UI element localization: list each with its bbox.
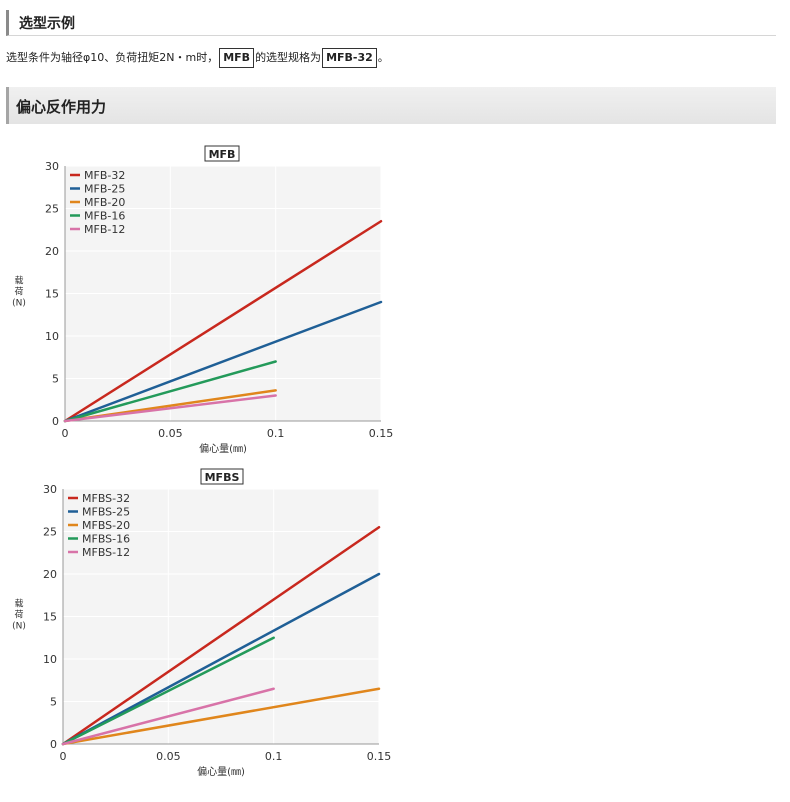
y-tick-label: 30 xyxy=(45,160,59,173)
legend-label: MFBS-16 xyxy=(82,533,130,546)
y-tick-label: 5 xyxy=(50,696,57,709)
x-axis-label: 偏心量(㎜) xyxy=(199,442,247,455)
series-line-mfb-25 xyxy=(63,300,383,423)
legend-label: MFBS-32 xyxy=(82,492,130,505)
example-description: 选型条件为轴径φ10、负荷扭矩2N・m时， MFB 的选型规格为 MFB-32。 xyxy=(6,48,389,68)
chart-title: MFBS xyxy=(205,471,240,484)
y-axis-label: (N) xyxy=(12,299,26,309)
y-axis-label: 载 xyxy=(14,598,23,610)
x-axis-label: 偏心量(㎜) xyxy=(197,765,245,778)
legend-label: MFB-25 xyxy=(84,183,125,196)
legend-label: MFB-12 xyxy=(84,223,125,236)
chart-section-title: 偏心反作用力 xyxy=(16,98,107,116)
x-tick-label: 0.05 xyxy=(158,427,183,440)
y-tick-label: 20 xyxy=(45,245,59,258)
series-line-mfb-32 xyxy=(63,220,383,423)
y-tick-label: 15 xyxy=(43,611,57,624)
section-header-selection-example: 选型示例 xyxy=(6,10,776,36)
section-header-eccentric-force: 偏心反作用力 xyxy=(6,87,776,124)
example-text-middle: 的选型规格为 xyxy=(255,51,322,64)
y-tick-label: 25 xyxy=(43,526,57,539)
series-line-mfb-12 xyxy=(63,394,277,423)
y-tick-label: 15 xyxy=(45,288,59,301)
y-tick-label: 0 xyxy=(50,738,57,751)
x-tick-label: 0.1 xyxy=(267,427,285,440)
x-tick-label: 0 xyxy=(62,427,69,440)
x-tick-label: 0 xyxy=(60,750,67,763)
series-line-mfbs-32 xyxy=(61,526,381,746)
x-tick-label: 0.15 xyxy=(369,427,394,440)
y-axis-label: 荷 xyxy=(14,610,23,621)
series-line-mfbs-16 xyxy=(61,636,275,746)
y-axis-label: 载 xyxy=(14,275,23,287)
example-text-end: 。 xyxy=(377,51,389,64)
series-line-mfbs-12 xyxy=(61,687,275,746)
section-title: 选型示例 xyxy=(19,16,75,32)
y-axis-label: 荷 xyxy=(14,287,23,298)
chart-title-box xyxy=(200,468,244,485)
chart-mfb: 0 5 10 15 20 25 30 0 0.05 0.1 0.15 MFB 偏心量(㎜) 载荷(N) MF… xyxy=(12,145,394,455)
y-tick-label: 25 xyxy=(45,203,59,216)
y-tick-label: 0 xyxy=(52,415,59,428)
legend-label: MFBS-25 xyxy=(82,506,130,519)
y-tick-label: 30 xyxy=(43,483,57,496)
legend-label: MFB-20 xyxy=(84,196,125,209)
chart-title: MFB xyxy=(209,148,236,161)
x-tick-label: 0.1 xyxy=(265,750,283,763)
chart-mfbs: 0 5 10 15 20 25 30 0 0.05 0.1 0.15 MFBS 偏心量(㎜) 载荷(N) M… xyxy=(12,468,392,778)
x-tick-label: 0.15 xyxy=(367,750,392,763)
series-box: MFB xyxy=(219,48,255,68)
chart-title-box xyxy=(204,145,240,162)
model-box: MFB-32 xyxy=(322,48,377,68)
legend-label: MFBS-12 xyxy=(82,546,130,559)
y-tick-label: 10 xyxy=(43,653,57,666)
series-line-mfbs-20 xyxy=(61,687,381,746)
x-tick-label: 0.05 xyxy=(156,750,181,763)
legend-label: MFB-32 xyxy=(84,169,125,182)
y-axis-label: (N) xyxy=(12,622,26,632)
legend-label: MFBS-20 xyxy=(82,519,130,532)
y-tick-label: 5 xyxy=(52,373,59,386)
legend-label: MFB-16 xyxy=(84,210,125,223)
series-line-mfbs-25 xyxy=(61,572,381,746)
y-tick-label: 20 xyxy=(43,568,57,581)
y-tick-label: 10 xyxy=(45,330,59,343)
example-text-before: 选型条件为轴径φ10、负荷扭矩2N・m时， xyxy=(6,51,219,64)
series-line-mfb-16 xyxy=(63,360,277,423)
